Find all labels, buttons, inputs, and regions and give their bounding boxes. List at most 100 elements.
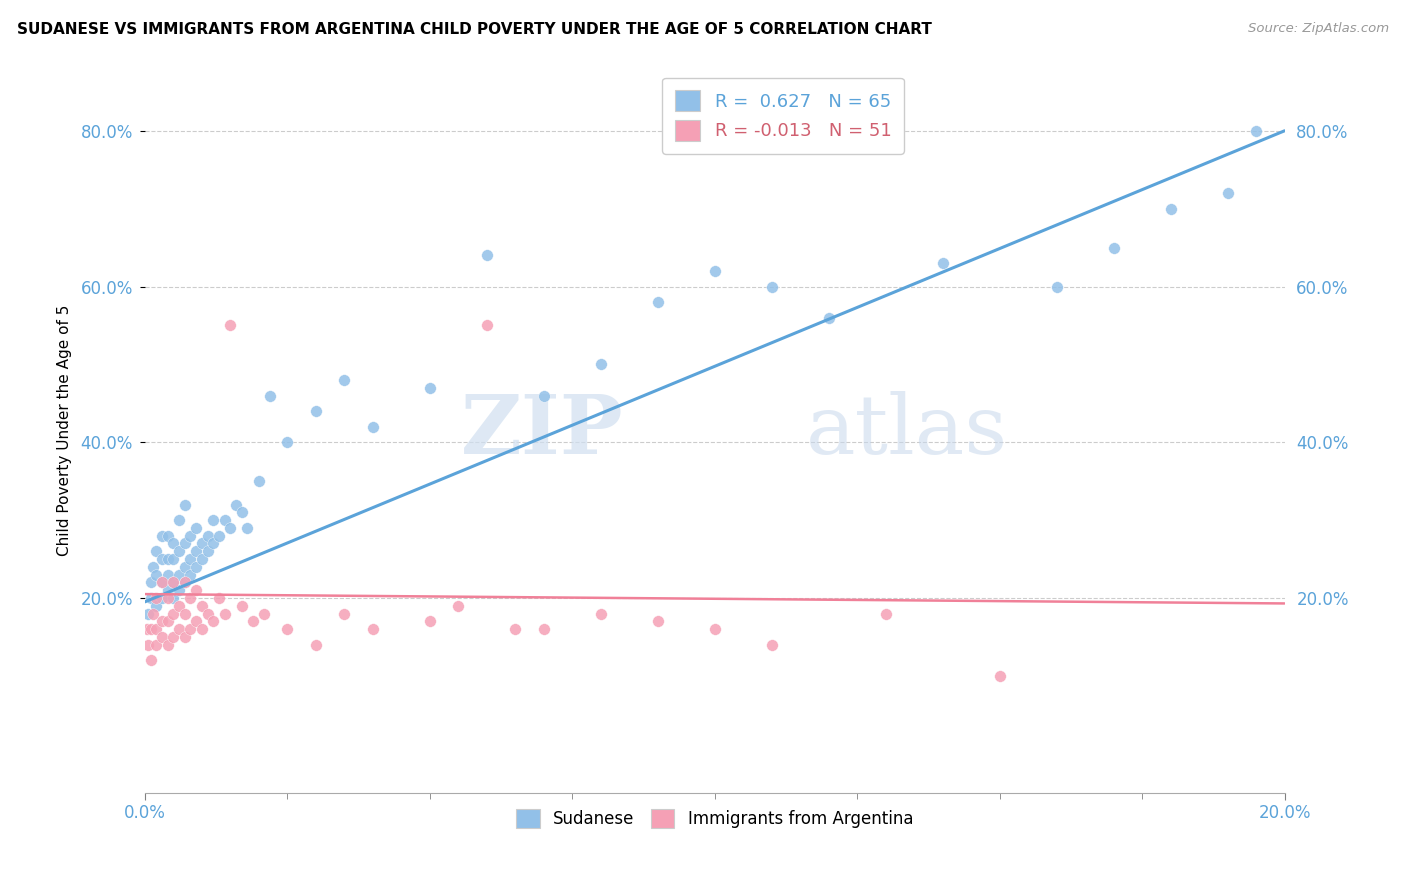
Point	[1045, 279, 1067, 293]
Point	[208, 591, 231, 605]
Point	[1216, 186, 1239, 200]
Point	[136, 607, 159, 621]
Point	[875, 607, 897, 621]
Y-axis label: Child Poverty Under the Age of 5: Child Poverty Under the Age of 5	[58, 305, 72, 557]
Point	[333, 607, 356, 621]
Legend: Sudanese, Immigrants from Argentina: Sudanese, Immigrants from Argentina	[509, 803, 920, 835]
Point	[156, 615, 179, 629]
Point	[167, 622, 190, 636]
Text: atlas: atlas	[806, 391, 1008, 471]
Point	[162, 536, 184, 550]
Point	[208, 529, 231, 543]
Point	[162, 575, 184, 590]
Point	[259, 388, 281, 402]
Point	[150, 615, 173, 629]
Point	[703, 622, 725, 636]
Point	[179, 591, 201, 605]
Point	[1160, 202, 1182, 216]
Point	[156, 591, 179, 605]
Point	[647, 615, 669, 629]
Text: Source: ZipAtlas.com: Source: ZipAtlas.com	[1249, 22, 1389, 36]
Point	[162, 575, 184, 590]
Point	[173, 536, 195, 550]
Point	[167, 513, 190, 527]
Point	[150, 630, 173, 644]
Point	[139, 591, 162, 605]
Point	[184, 521, 207, 535]
Point	[150, 591, 173, 605]
Point	[139, 575, 162, 590]
Point	[156, 638, 179, 652]
Point	[150, 575, 173, 590]
Point	[142, 559, 165, 574]
Point	[173, 498, 195, 512]
Point	[202, 513, 225, 527]
Point	[231, 505, 253, 519]
Point	[145, 544, 167, 558]
Text: ZIP: ZIP	[461, 391, 623, 471]
Point	[145, 567, 167, 582]
Point	[142, 607, 165, 621]
Point	[447, 599, 470, 613]
Point	[150, 575, 173, 590]
Point	[145, 638, 167, 652]
Point	[231, 599, 253, 613]
Point	[156, 529, 179, 543]
Point	[1102, 241, 1125, 255]
Point	[162, 591, 184, 605]
Point	[150, 552, 173, 566]
Point	[179, 552, 201, 566]
Point	[761, 279, 783, 293]
Point	[647, 295, 669, 310]
Point	[503, 622, 526, 636]
Point	[197, 529, 219, 543]
Point	[214, 513, 236, 527]
Point	[333, 373, 356, 387]
Point	[135, 622, 157, 636]
Point	[191, 552, 214, 566]
Point	[179, 622, 201, 636]
Point	[533, 388, 555, 402]
Point	[191, 536, 214, 550]
Point	[136, 638, 159, 652]
Point	[184, 615, 207, 629]
Point	[167, 599, 190, 613]
Point	[419, 381, 441, 395]
Point	[305, 638, 328, 652]
Point	[214, 607, 236, 621]
Point	[173, 630, 195, 644]
Point	[703, 264, 725, 278]
Point	[150, 529, 173, 543]
Point	[475, 318, 498, 333]
Point	[361, 419, 384, 434]
Point	[167, 583, 190, 598]
Point	[276, 435, 298, 450]
Point	[988, 669, 1011, 683]
Point	[305, 404, 328, 418]
Point	[184, 559, 207, 574]
Point	[202, 615, 225, 629]
Point	[179, 529, 201, 543]
Point	[242, 615, 264, 629]
Point	[167, 567, 190, 582]
Point	[202, 536, 225, 550]
Point	[179, 567, 201, 582]
Point	[145, 591, 167, 605]
Point	[184, 544, 207, 558]
Point	[145, 599, 167, 613]
Point	[219, 318, 242, 333]
Point	[253, 607, 276, 621]
Point	[173, 575, 195, 590]
Point	[225, 498, 247, 512]
Point	[162, 552, 184, 566]
Point	[247, 474, 270, 488]
Point	[156, 583, 179, 598]
Point	[197, 607, 219, 621]
Point	[191, 599, 214, 613]
Point	[173, 607, 195, 621]
Point	[156, 552, 179, 566]
Text: SUDANESE VS IMMIGRANTS FROM ARGENTINA CHILD POVERTY UNDER THE AGE OF 5 CORRELATI: SUDANESE VS IMMIGRANTS FROM ARGENTINA CH…	[17, 22, 932, 37]
Point	[931, 256, 953, 270]
Point	[1244, 124, 1267, 138]
Point	[139, 622, 162, 636]
